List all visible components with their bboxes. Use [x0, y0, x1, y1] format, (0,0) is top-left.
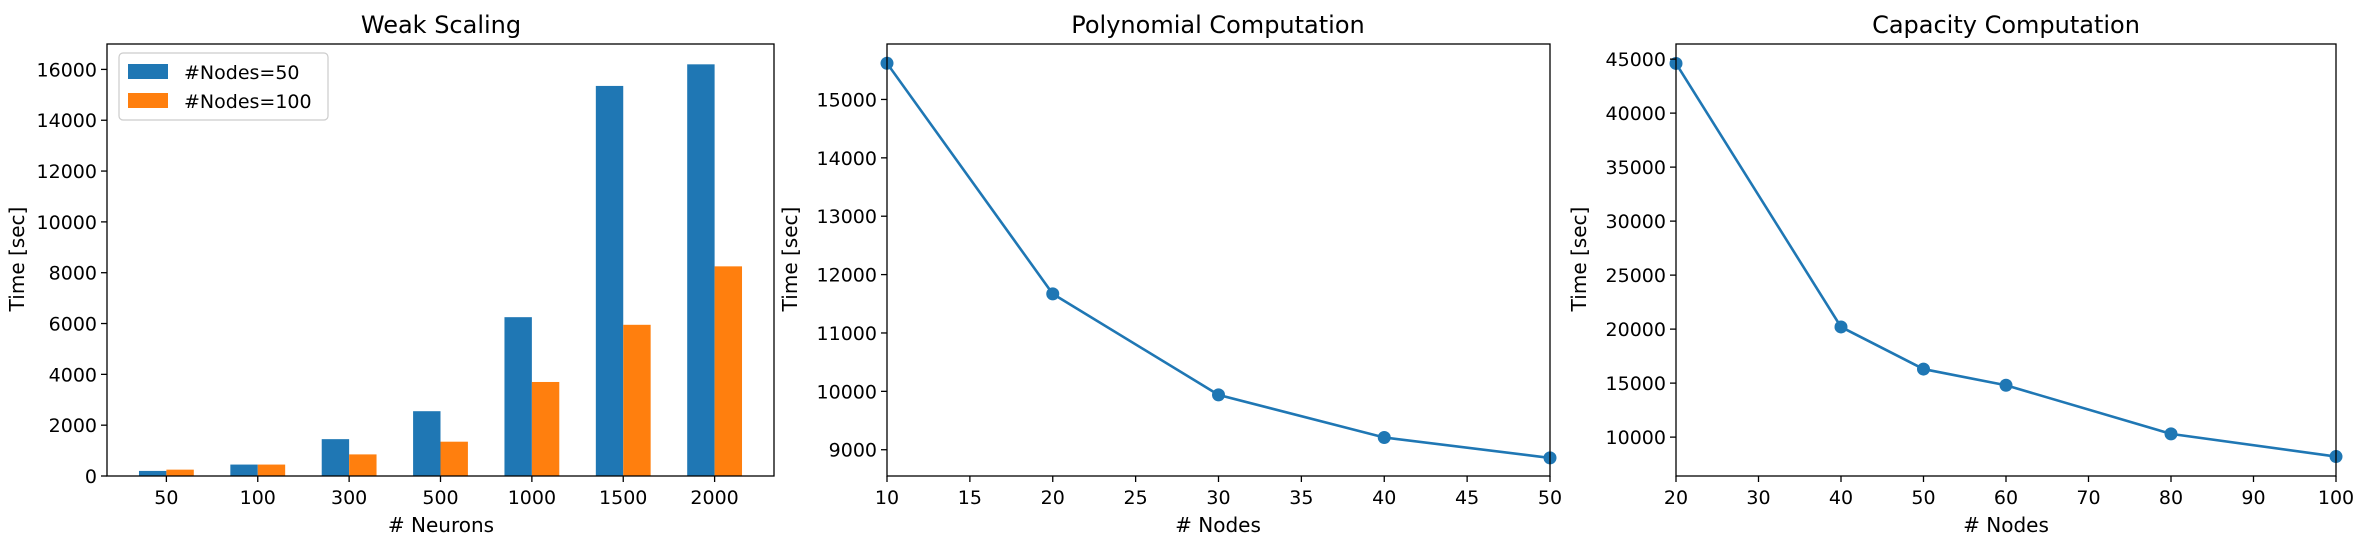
weak-scaling-chart: Weak Scaling # Neurons Time [sec] 0 2000 4…: [5, 11, 775, 537]
bar-nodes100: [531, 381, 560, 476]
bar-nodes50: [321, 439, 350, 476]
capacity-xtick-label: 30: [1746, 487, 1770, 509]
bar-nodes100: [349, 454, 377, 476]
polynomial-ytick-label: 9000: [829, 440, 877, 462]
polynomial-xtick-label: 45: [1455, 487, 1479, 509]
weak-scaling-ytick-label: 0: [85, 466, 97, 488]
bar-nodes100: [714, 266, 743, 476]
weak-scaling-ytick-label: 2000: [49, 415, 97, 437]
polynomial-ytick-label: 13000: [817, 206, 877, 228]
weak-scaling-xtick-label: 2000: [690, 487, 738, 509]
polynomial-ylabel: Time [sec]: [778, 207, 802, 313]
capacity-ytick-label: 20000: [1606, 319, 1666, 341]
polynomial-ytick-label: 11000: [817, 323, 877, 345]
legend-swatch: [128, 64, 168, 79]
capacity-data-point: [1917, 362, 1930, 376]
weak-scaling-ytick-label: 8000: [49, 263, 97, 285]
weak-scaling-ytick-label: 10000: [37, 212, 97, 234]
bar-nodes100: [257, 464, 286, 476]
capacity-title: Capacity Computation: [1872, 11, 2140, 39]
weak-scaling-ytick-label: 12000: [37, 161, 97, 183]
capacity-data-point: [1999, 378, 2013, 392]
polynomial-plot-frame: [886, 43, 1551, 477]
weak-scaling-ytick-label: 14000: [37, 110, 97, 132]
capacity-ytick-label: 25000: [1606, 265, 1666, 287]
polynomial-ytick-label: 15000: [817, 89, 877, 111]
bar-nodes100: [440, 441, 468, 476]
polynomial-xtick-label: 25: [1124, 487, 1148, 509]
polynomial-xtick-label: 30: [1206, 487, 1230, 509]
capacity-ytick-label: 10000: [1606, 427, 1666, 449]
bar-nodes100: [623, 324, 651, 476]
weak-scaling-legend: #Nodes=50 #Nodes=100: [118, 52, 329, 121]
polynomial-xtick-label: 20: [1041, 487, 1065, 509]
polynomial-xtick-label: 35: [1289, 487, 1313, 509]
weak-scaling-xtick-label: 100: [240, 487, 276, 509]
capacity-ytick-label: 30000: [1606, 211, 1666, 233]
legend-label: #Nodes=50: [184, 62, 300, 84]
bar-nodes50: [138, 470, 167, 476]
capacity-data-point: [1834, 320, 1848, 334]
weak-scaling-ytick-label: 16000: [37, 59, 97, 81]
polynomial-ytick-label: 12000: [817, 265, 877, 287]
capacity-xlabel: # Nodes: [1963, 513, 2049, 537]
capacity-data-point: [2164, 427, 2178, 441]
capacity-xtick-label: 70: [2076, 487, 2100, 509]
capacity-xtick-label: 50: [1911, 487, 1935, 509]
capacity-plot-frame: [1675, 43, 2337, 477]
polynomial-computation-chart: Polynomial Computation # Nodes Time [sec…: [778, 11, 1562, 537]
capacity-series-line: [1674, 62, 2337, 458]
capacity-ytick-label: 35000: [1606, 157, 1666, 179]
capacity-xtick-label: 90: [2241, 487, 2265, 509]
bar-nodes50: [230, 464, 258, 476]
capacity-ytick-label: 15000: [1606, 373, 1666, 395]
weak-scaling-title: Weak Scaling: [361, 11, 521, 39]
polynomial-ytick-label: 14000: [817, 148, 877, 170]
capacity-ytick-label: 40000: [1606, 103, 1666, 125]
polynomial-xtick-label: 50: [1538, 487, 1562, 509]
polynomial-data-point: [1212, 388, 1225, 402]
capacity-ylabel: Time [sec]: [1567, 207, 1591, 313]
polynomial-data-point: [1046, 287, 1060, 301]
polynomial-xtick-label: 10: [875, 487, 899, 509]
legend-label: #Nodes=100: [184, 91, 312, 113]
weak-scaling-xtick-label: 300: [331, 487, 367, 509]
bar-nodes50: [413, 411, 441, 476]
bar-nodes50: [504, 317, 532, 476]
bar-nodes100: [166, 469, 194, 476]
legend-box: [118, 52, 329, 121]
capacity-xtick-label: 100: [2318, 487, 2354, 509]
weak-scaling-xlabel: # Neurons: [388, 513, 494, 537]
capacity-xtick-label: 40: [1829, 487, 1853, 509]
legend-swatch: [128, 93, 168, 108]
polynomial-ytick-label: 10000: [817, 381, 877, 403]
bar-nodes50: [595, 85, 624, 476]
bar-nodes50: [687, 64, 715, 477]
capacity-xtick-label: 20: [1664, 487, 1688, 509]
polynomial-xtick-label: 15: [958, 487, 982, 509]
capacity-computation-chart: Capacity Computation # Nodes Time [sec] …: [1567, 11, 2354, 537]
polynomial-title: Polynomial Computation: [1071, 11, 1364, 39]
weak-scaling-ytick-label: 6000: [49, 314, 97, 336]
capacity-xtick-label: 60: [1994, 487, 2018, 509]
polynomial-xtick-label: 40: [1372, 487, 1396, 509]
capacity-xtick-label: 80: [2159, 487, 2183, 509]
capacity-ytick-label: 45000: [1606, 49, 1666, 71]
weak-scaling-xtick-label: 50: [154, 487, 178, 509]
polynomial-data-point: [1377, 430, 1391, 444]
weak-scaling-xtick-label: 1000: [508, 487, 556, 509]
weak-scaling-xtick-label: 1500: [599, 487, 647, 509]
weak-scaling-ytick-label: 4000: [49, 364, 97, 386]
weak-scaling-ylabel: Time [sec]: [5, 207, 29, 313]
polynomial-xlabel: # Nodes: [1175, 513, 1261, 537]
weak-scaling-xtick-label: 500: [422, 487, 458, 509]
